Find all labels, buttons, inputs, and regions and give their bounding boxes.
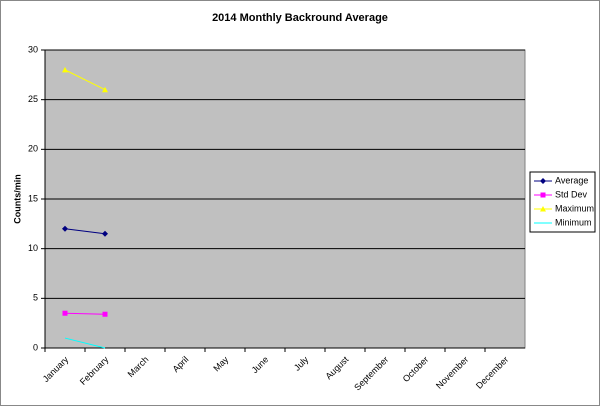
series-line — [64, 69, 106, 91]
y-tick-label: 0 — [33, 342, 38, 352]
series-line — [64, 312, 106, 315]
series-line — [64, 337, 106, 349]
legend-label: Minimum — [555, 217, 592, 227]
y-axis-label: Counts/min — [12, 174, 22, 224]
legend-label: Maximum — [555, 203, 594, 213]
marker — [62, 310, 68, 316]
chart-title: 2014 Monthly Backround Average — [212, 12, 388, 24]
marker — [62, 225, 68, 232]
legend-label: Std Dev — [555, 189, 588, 199]
y-tick-label: 20 — [28, 144, 38, 154]
y-tick-label: 10 — [28, 243, 38, 253]
marker — [540, 192, 546, 198]
marker — [102, 230, 108, 237]
marker — [540, 206, 546, 212]
legend-box — [529, 171, 596, 233]
y-tick-label: 25 — [28, 94, 38, 104]
legend-label: Average — [555, 175, 588, 185]
series-line — [64, 228, 106, 235]
y-tick-label: 5 — [33, 293, 38, 303]
y-tick-label: 15 — [28, 193, 38, 203]
marker — [102, 311, 108, 317]
marker — [62, 66, 68, 73]
y-tick-label: 30 — [28, 44, 38, 54]
marker — [540, 178, 546, 184]
marker — [102, 86, 108, 93]
